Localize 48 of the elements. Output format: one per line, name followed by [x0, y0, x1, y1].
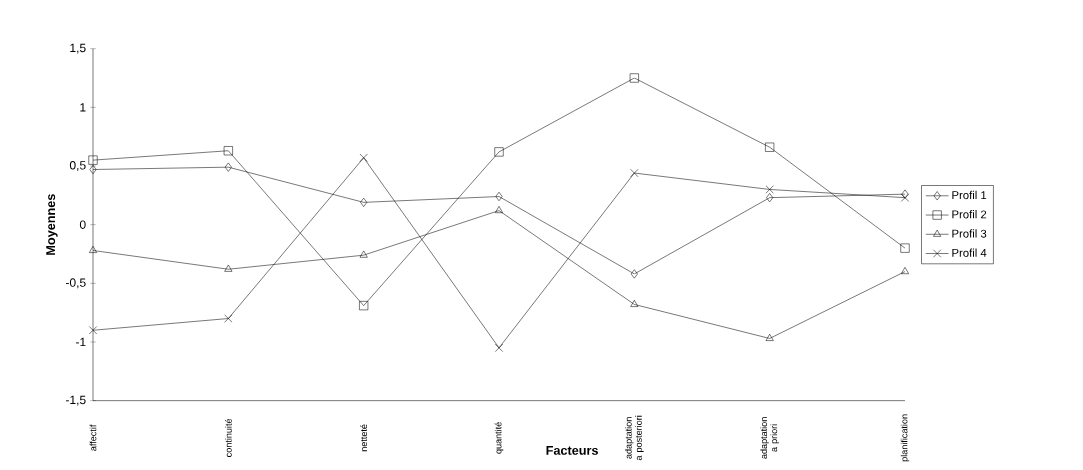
y-axis-title: Moyennes [46, 194, 58, 255]
x-tick-label: netteté [360, 424, 368, 452]
x-tick-label: quantité [494, 422, 504, 454]
legend-label: Profil 1 [952, 190, 987, 200]
y-tick-label: -0,5 [65, 278, 86, 289]
point [359, 153, 368, 162]
legend-label: Profil 3 [952, 229, 987, 238]
point [224, 264, 233, 272]
point [359, 301, 369, 311]
point [765, 185, 774, 194]
y-tick-label: 0 [79, 220, 86, 229]
x-tick-label: planification [900, 414, 910, 462]
point [224, 314, 233, 323]
y-tick-label: -1,5 [65, 395, 86, 406]
y-tick-label: 1 [80, 103, 86, 112]
point [89, 164, 97, 175]
point [766, 193, 774, 203]
point [88, 155, 98, 165]
y-tick-label: 0,5 [69, 161, 86, 171]
x-axis-title: Facteurs [546, 446, 598, 455]
x-tick-label: affectif [89, 424, 97, 451]
point [630, 168, 639, 178]
point [224, 162, 232, 172]
point [223, 146, 233, 156]
point [495, 191, 503, 202]
point [494, 147, 504, 157]
point [360, 197, 368, 207]
x-tick-label: continuité [224, 418, 232, 457]
point [495, 206, 503, 213]
point [765, 142, 775, 152]
y-tick-label: -1 [75, 337, 86, 347]
point [629, 73, 639, 83]
point [630, 269, 638, 279]
point [901, 189, 909, 199]
legend-label: Profil 4 [952, 248, 987, 257]
point [494, 343, 504, 352]
point [765, 333, 774, 341]
point [901, 267, 909, 274]
y-tick-label: 1,5 [70, 43, 86, 54]
point [900, 193, 910, 202]
point [359, 250, 368, 258]
point [630, 299, 639, 307]
legend-label: Profil 2 [952, 210, 987, 219]
point [88, 326, 98, 335]
point [89, 245, 97, 253]
x-tick-label: adaptation a priori [760, 417, 779, 459]
x-tick-label: adaptation a posteriori [625, 415, 644, 461]
point [900, 243, 910, 253]
